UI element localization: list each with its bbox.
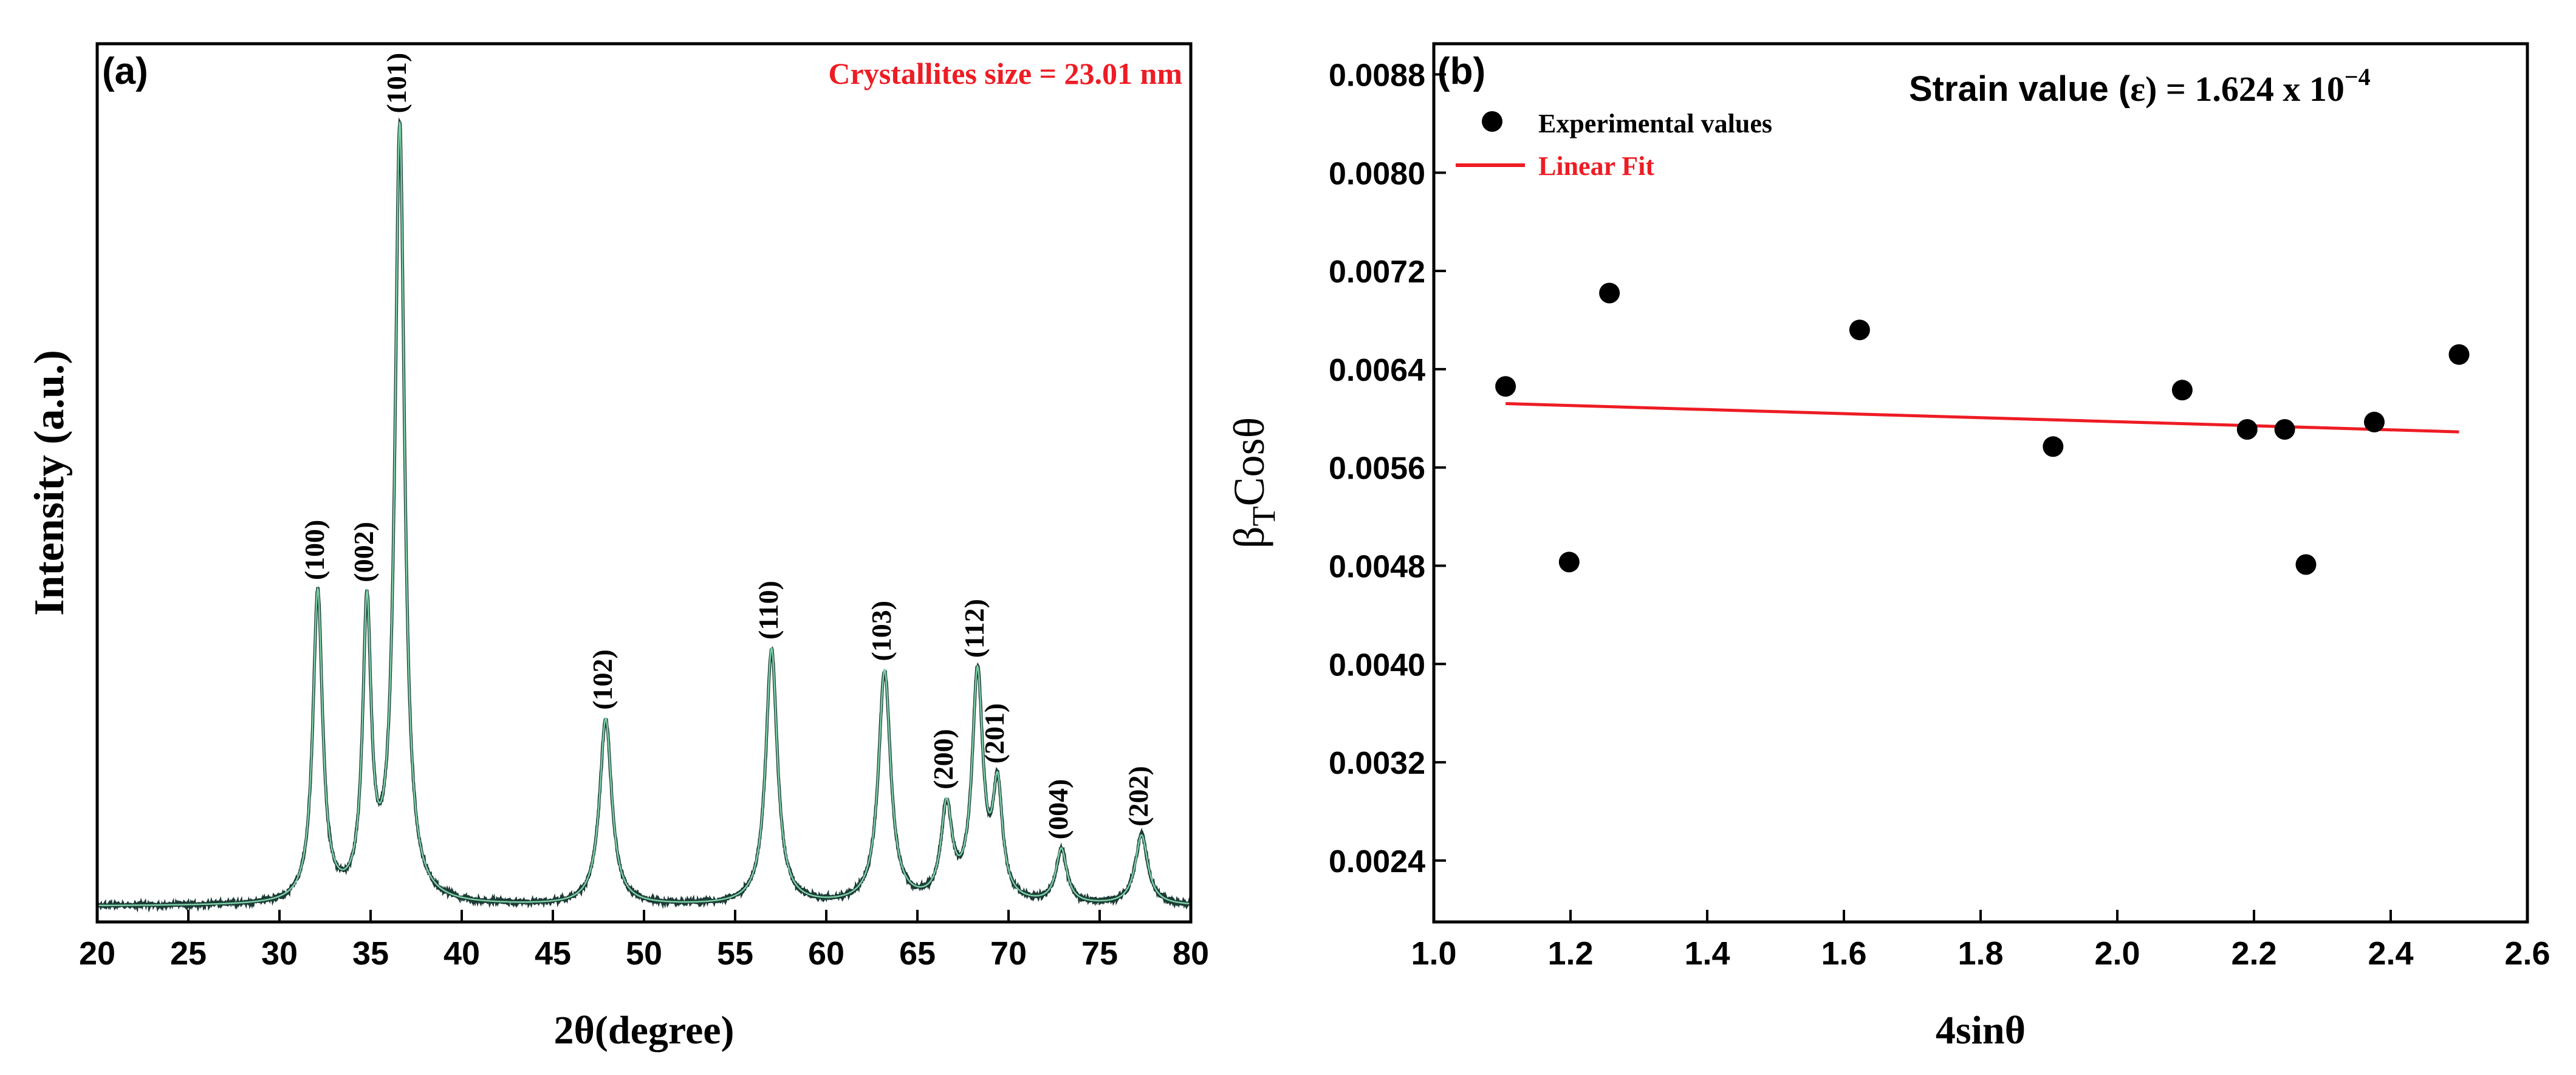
peak-label: (112): [959, 599, 990, 658]
strain-x-tick-label: 2.6: [2504, 935, 2550, 972]
strain-y-tick-label: 0.0056: [1329, 451, 1425, 486]
xrd-x-axis-label: 2θ(degree): [553, 1008, 734, 1053]
y-label-subscript: T: [1245, 506, 1282, 526]
experimental-point: [1599, 282, 1620, 304]
legend-experimental-label: Experimental values: [1538, 109, 1772, 138]
panel-b-label: (b): [1437, 50, 1485, 92]
xrd-x-tick-label: 35: [352, 935, 389, 972]
xrd-x-tick-label: 30: [261, 935, 298, 972]
peak-label: (102): [587, 649, 618, 710]
experimental-point: [2448, 344, 2470, 365]
strain-x-tick-label: 1.6: [1821, 935, 1866, 972]
strain-y-tick-label: 0.0032: [1329, 746, 1425, 781]
linear-fit-group: [1506, 402, 2459, 434]
experimental-point: [1495, 376, 1516, 397]
experimental-point: [1558, 551, 1580, 573]
strain-axis-ticks: 1.0 1.2 1.4 1.6 1.8 2.0 2.2 2.4 2.6 0.0024 0.0032 0…: [1329, 58, 2550, 972]
linear-fit-line: [1506, 402, 2459, 434]
xrd-x-tick-label: 80: [1173, 935, 1209, 972]
xrd-chart-panel: 20 25 30 35 40 45 50 55 60 65 70 75 80 (100) (002)(10…: [26, 42, 1209, 1053]
strain-x-tick-label: 2.2: [2231, 935, 2276, 972]
experimental-point: [2043, 436, 2064, 457]
strain-annotation-value: ) = 1.624 x 10: [2145, 69, 2345, 109]
strain-y-tick-label: 0.0024: [1329, 844, 1425, 879]
experimental-point: [1849, 319, 1870, 341]
xrd-x-tick-label: 60: [808, 935, 844, 972]
legend-point-marker: [1482, 111, 1502, 132]
strain-y-tick-label: 0.0048: [1329, 550, 1425, 585]
strain-x-tick-label: 1.0: [1411, 935, 1456, 972]
xrd-x-tick-label: 50: [626, 935, 662, 972]
panel-a-label: (a): [102, 50, 148, 92]
strain-y-axis-label: βTCosθ: [1225, 417, 1282, 548]
peak-label: (201): [979, 703, 1010, 764]
peak-label: (002): [348, 522, 379, 582]
xrd-x-tick-label: 45: [535, 935, 571, 972]
strain-annotation-exponent: −4: [2345, 63, 2371, 90]
strain-annotation: Strain value (ε) = 1.624 x 10−4: [1909, 63, 2371, 109]
xrd-x-tick-label: 65: [899, 935, 936, 972]
peak-label: (110): [753, 581, 784, 640]
xrd-fit-line: [97, 121, 1191, 907]
experimental-point: [2236, 419, 2258, 440]
experimental-point: [2274, 419, 2295, 440]
strain-x-axis-label: 4sinθ: [1936, 1008, 2026, 1053]
strain-x-tick-label: 2.4: [2368, 935, 2413, 972]
strain-annotation-prefix: Strain value (: [1909, 69, 2131, 109]
xrd-x-axis-ticks: 20 25 30 35 40 45 50 55 60 65 70 75 80: [79, 910, 1209, 972]
strain-x-tick-label: 1.2: [1547, 935, 1593, 972]
strain-y-tick-label: 0.0072: [1329, 254, 1425, 290]
xrd-x-tick-label: 40: [444, 935, 480, 972]
xrd-x-tick-label: 20: [79, 935, 115, 972]
crystallite-size-annotation: Crystallites size = 23.01 nm: [828, 56, 1182, 90]
experimental-point: [2364, 411, 2385, 432]
strain-y-tick-label: 0.0064: [1329, 353, 1425, 388]
strain-y-tick-label: 0.0088: [1329, 58, 1425, 94]
strain-chart-panel: 1.0 1.2 1.4 1.6 1.8 2.0 2.2 2.4 2.6 0.0024 0.0032 0…: [1225, 42, 2550, 1053]
peak-label: (202): [1123, 766, 1154, 827]
xrd-x-tick-label: 25: [170, 935, 207, 972]
peak-label: (200): [928, 729, 959, 790]
strain-x-tick-label: 1.4: [1684, 935, 1730, 972]
strain-annotation-symbol: ε: [2130, 69, 2145, 109]
xrd-y-axis-label: Intensity (a.u.): [26, 350, 73, 616]
strain-x-tick-label: 1.8: [1958, 935, 2003, 972]
peak-label: (101): [381, 53, 412, 114]
legend-linear-fit-label: Linear Fit: [1538, 151, 1654, 181]
experimental-point: [2171, 380, 2193, 401]
strain-y-tick-label: 0.0040: [1329, 647, 1425, 683]
xrd-peak-labels: (100) (002) (101) (102) (110) (103) (200) (112)…: [299, 53, 1154, 839]
peak-label: (100): [299, 520, 330, 581]
legend: Experimental values Linear Fit: [1456, 109, 1772, 181]
experimental-point: [2295, 554, 2317, 575]
y-label-cos: Cosθ: [1225, 417, 1273, 507]
xrd-x-tick-label: 75: [1081, 935, 1118, 972]
strain-y-tick-label: 0.0080: [1329, 156, 1425, 191]
xrd-x-tick-label: 55: [717, 935, 753, 972]
experimental-points-group: [1495, 282, 2470, 575]
xrd-pattern-group: [96, 117, 1193, 913]
y-label-beta: β: [1225, 526, 1273, 548]
strain-x-tick-label: 2.0: [2094, 935, 2140, 972]
peak-label: (004): [1043, 779, 1074, 840]
xrd-x-tick-label: 70: [990, 935, 1027, 972]
peak-label: (103): [866, 601, 897, 661]
